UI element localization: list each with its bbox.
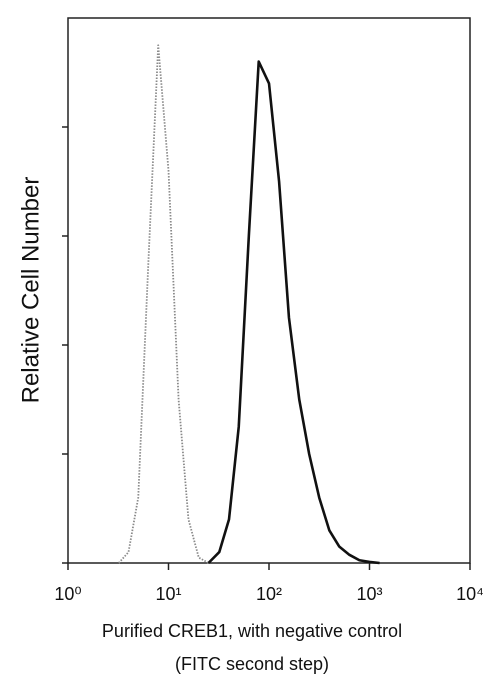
x-axis-label: Purified CREB1, with negative control bbox=[102, 621, 402, 641]
y-axis-label: Relative Cell Number bbox=[17, 177, 44, 404]
x-tick-label: 10⁰ bbox=[54, 584, 81, 604]
histogram-line bbox=[118, 44, 209, 564]
histogram-line bbox=[207, 60, 380, 565]
x-axis-label: (FITC second step) bbox=[175, 654, 329, 674]
x-tick-label: 10¹ bbox=[155, 584, 181, 604]
plot-frame bbox=[67, 17, 471, 564]
x-tick-label: 10² bbox=[256, 584, 282, 604]
x-tick-label: 10³ bbox=[356, 584, 382, 604]
x-tick-label: 10⁴ bbox=[456, 584, 484, 604]
